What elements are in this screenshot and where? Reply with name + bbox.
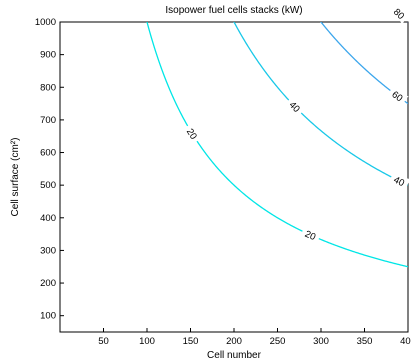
y-tick-label: 700 — [40, 115, 56, 126]
contour-label-background — [389, 171, 411, 190]
x-axis-label: Cell number — [207, 350, 262, 361]
contour-line-20 — [146, 22, 408, 268]
y-tick-label: 400 — [40, 213, 56, 224]
y-tick-label: 800 — [40, 82, 56, 93]
contour-labels: 2020204040404060606080808010010012014016… — [183, 3, 411, 244]
x-tick-label: 50 — [98, 336, 109, 347]
chart-title: Isopower fuel cells stacks (kW) — [165, 5, 302, 16]
plot-frame — [59, 21, 409, 333]
x-tick-label: 150 — [183, 336, 199, 347]
contour-label-background — [285, 95, 306, 117]
contour-line-40 — [233, 22, 408, 186]
x-tick-label: 350 — [357, 336, 373, 347]
x-axis: 50 100 150 200 250 300 350 400 — [98, 328, 411, 347]
contour-label-40: 40 — [392, 175, 406, 190]
contour-label-60: 60 — [389, 89, 404, 104]
x-tick-label: 250 — [270, 336, 286, 347]
y-tick-label: 600 — [40, 148, 56, 159]
y-tick-label: 200 — [40, 278, 56, 289]
contour-label-background — [387, 85, 409, 106]
contour-label-background — [300, 225, 322, 244]
contour-line-60 — [320, 22, 408, 105]
x-tick-label: 100 — [139, 336, 155, 347]
y-tick-label: 1000 — [35, 17, 56, 28]
x-tick-label: 300 — [313, 336, 329, 347]
y-tick-label: 100 — [40, 311, 56, 322]
y-tick-label: 300 — [40, 245, 56, 256]
contour-label-background — [183, 122, 203, 144]
x-tick-label: 400 — [400, 336, 411, 347]
y-tick-label: 900 — [40, 50, 56, 61]
y-tick-label: 500 — [40, 180, 56, 191]
contour-label-background — [389, 3, 410, 24]
contour-label-20: 20 — [303, 229, 317, 243]
contour-label-20: 20 — [184, 127, 199, 142]
contour-lines — [146, 22, 408, 268]
y-axis-label: Cell surface (cm²) — [10, 138, 21, 217]
y-axis: 100 200 300 400 500 600 700 800 900 1000 — [35, 17, 64, 322]
x-tick-label: 200 — [226, 336, 242, 347]
